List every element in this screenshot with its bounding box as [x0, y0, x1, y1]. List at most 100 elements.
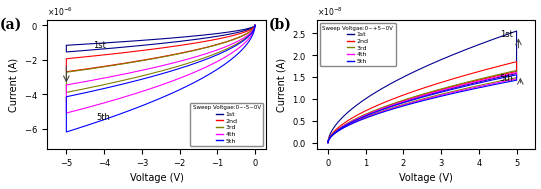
Text: 5th: 5th: [96, 113, 110, 122]
4th: [325, 142, 331, 144]
4th: [63, 112, 70, 114]
Text: 5th: 5th: [499, 74, 513, 83]
Text: 1st: 1st: [499, 30, 512, 39]
Legend: 1st, 2nd, 3rd, 4th, 5th: 1st, 2nd, 3rd, 4th, 5th: [320, 23, 395, 66]
4th: [252, 24, 258, 26]
1st: [104, 42, 110, 44]
Y-axis label: Current (A): Current (A): [276, 58, 287, 112]
3rd: [461, 88, 468, 90]
1st: [229, 33, 235, 35]
Line: 3rd: 3rd: [67, 25, 255, 92]
2nd: [473, 80, 479, 82]
4th: [513, 71, 520, 74]
5th: [325, 142, 331, 144]
4th: [415, 100, 422, 102]
1st: [325, 142, 331, 144]
3rd: [325, 142, 331, 144]
Line: 2nd: 2nd: [67, 25, 255, 72]
2nd: [348, 118, 354, 120]
3rd: [483, 83, 489, 85]
X-axis label: Voltage (V): Voltage (V): [130, 174, 184, 184]
1st: [473, 81, 479, 84]
5th: [415, 101, 422, 103]
2nd: [325, 142, 331, 144]
3rd: [415, 99, 422, 101]
5th: [325, 142, 331, 144]
4th: [161, 64, 168, 66]
Line: 3rd: 3rd: [328, 70, 517, 143]
2nd: [415, 95, 422, 97]
2nd: [377, 108, 383, 110]
1st: [483, 79, 489, 81]
Line: 1st: 1st: [67, 25, 255, 52]
1st: [348, 108, 354, 111]
1st: [161, 38, 168, 40]
2nd: [104, 53, 110, 56]
4th: [483, 84, 489, 86]
5th: [252, 24, 258, 26]
4th: [229, 52, 235, 54]
3rd: [473, 85, 479, 87]
2nd: [161, 46, 168, 49]
2nd: [63, 71, 70, 73]
3rd: [377, 111, 383, 113]
1st: [415, 96, 422, 98]
5th: [513, 74, 520, 76]
1st: [252, 24, 258, 26]
1st: [63, 51, 70, 53]
5th: [104, 87, 110, 89]
5th: [348, 121, 354, 124]
3rd: [252, 24, 258, 26]
5th: [473, 87, 479, 90]
Line: 5th: 5th: [67, 25, 255, 132]
5th: [161, 72, 168, 74]
5th: [229, 58, 235, 60]
5th: [63, 131, 70, 133]
1st: [513, 30, 520, 32]
Text: (a): (a): [0, 18, 22, 32]
1st: [200, 34, 206, 36]
Text: 1st: 1st: [93, 41, 105, 50]
3rd: [513, 69, 520, 72]
5th: [461, 90, 468, 92]
2nd: [461, 82, 468, 85]
1st: [461, 84, 468, 86]
3rd: [229, 45, 235, 48]
4th: [115, 74, 122, 76]
1st: [115, 41, 122, 43]
5th: [115, 84, 122, 86]
3rd: [200, 47, 206, 50]
5th: [94, 89, 100, 91]
5th: [377, 112, 383, 114]
3rd: [252, 24, 258, 26]
X-axis label: Voltage (V): Voltage (V): [399, 174, 453, 184]
2nd: [94, 54, 100, 57]
3rd: [115, 64, 122, 66]
4th: [377, 111, 383, 114]
4th: [325, 142, 331, 144]
Line: 5th: 5th: [328, 75, 517, 143]
Line: 1st: 1st: [328, 31, 517, 143]
1st: [377, 109, 383, 111]
Text: (b): (b): [268, 18, 291, 32]
4th: [348, 121, 354, 123]
3rd: [161, 56, 168, 58]
4th: [104, 76, 110, 79]
Y-axis label: Current (A): Current (A): [9, 58, 18, 112]
5th: [200, 59, 206, 62]
2nd: [115, 52, 122, 54]
3rd: [348, 120, 354, 122]
2nd: [200, 41, 206, 43]
1st: [325, 142, 331, 144]
5th: [483, 85, 489, 88]
2nd: [252, 24, 258, 26]
Line: 4th: 4th: [328, 73, 517, 143]
2nd: [483, 77, 489, 80]
Line: 2nd: 2nd: [328, 62, 517, 143]
Legend: 1st, 2nd, 3rd, 4th, 5th: 1st, 2nd, 3rd, 4th, 5th: [190, 103, 263, 146]
3rd: [325, 142, 331, 144]
4th: [94, 78, 100, 81]
Line: 4th: 4th: [67, 25, 255, 113]
4th: [252, 24, 258, 26]
5th: [252, 24, 258, 26]
